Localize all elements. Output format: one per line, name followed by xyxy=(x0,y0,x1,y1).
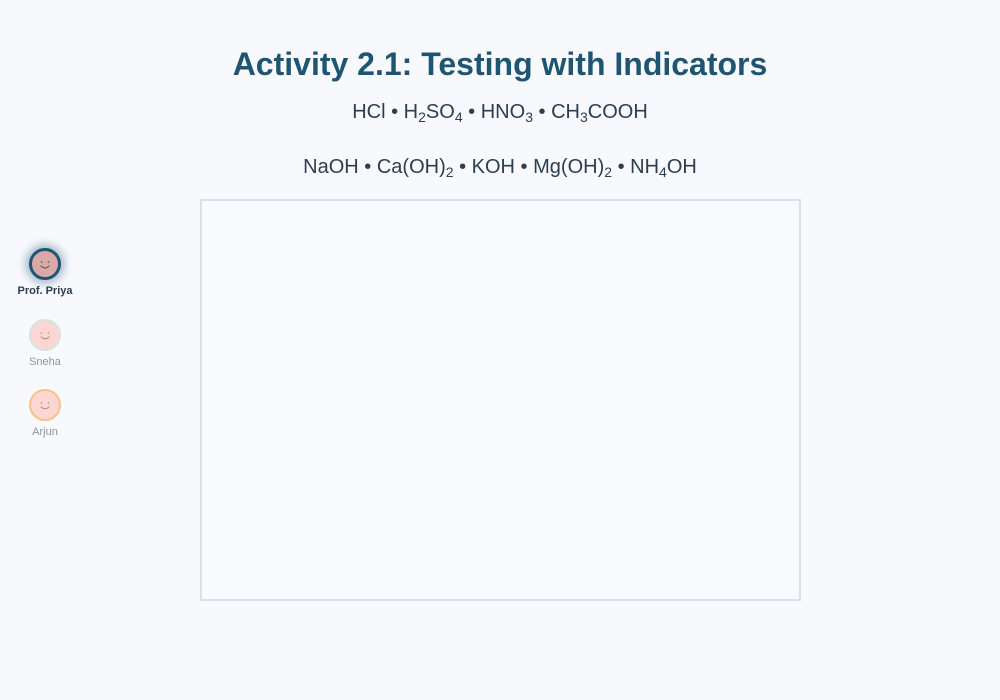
separator: • xyxy=(358,156,377,178)
participant-sneha[interactable]: Sneha xyxy=(0,319,90,369)
separator: • xyxy=(453,156,472,178)
separator: • xyxy=(532,101,552,123)
smiley-face-icon xyxy=(40,261,50,269)
avatar xyxy=(29,248,61,280)
formula-mgoh2: Mg(OH)2 xyxy=(533,156,613,180)
activity-canvas[interactable] xyxy=(200,199,801,601)
formula-hcl: HCl xyxy=(352,101,386,123)
formula-caoh2: Ca(OH)2 xyxy=(376,156,454,180)
formula-h2so4: H2SO4 xyxy=(403,101,463,125)
participant-name: Sneha xyxy=(29,356,61,368)
participant-arjun[interactable]: Arjun xyxy=(0,389,90,439)
avatar xyxy=(29,319,61,351)
avatar xyxy=(29,389,61,421)
participant-name: Arjun xyxy=(32,426,58,438)
formula-hno3: HNO3 xyxy=(480,101,533,125)
separator: • xyxy=(515,156,534,178)
separator: • xyxy=(385,101,404,123)
smiley-face-icon xyxy=(40,402,50,410)
activity-title: Activity 2.1: Testing with Indicators xyxy=(232,46,768,82)
acid-formula-list: HCl • H2SO4 • HNO3 • CH3COOH xyxy=(0,100,1000,124)
separator: • xyxy=(462,101,481,123)
formula-koh: KOH xyxy=(471,156,515,178)
smiley-face-icon xyxy=(40,332,50,340)
formula-naoh: NaOH xyxy=(303,156,359,178)
participant-prof-priya[interactable]: Prof. Priya xyxy=(0,248,90,298)
formula-nh4oh: NH4OH xyxy=(630,156,697,180)
base-formula-list: NaOH • Ca(OH)2 • KOH • Mg(OH)2 • NH4OH xyxy=(0,155,1000,179)
formula-ch3cooh: CH3COOH xyxy=(551,101,648,125)
separator: • xyxy=(612,156,631,178)
participant-name: Prof. Priya xyxy=(17,285,73,297)
